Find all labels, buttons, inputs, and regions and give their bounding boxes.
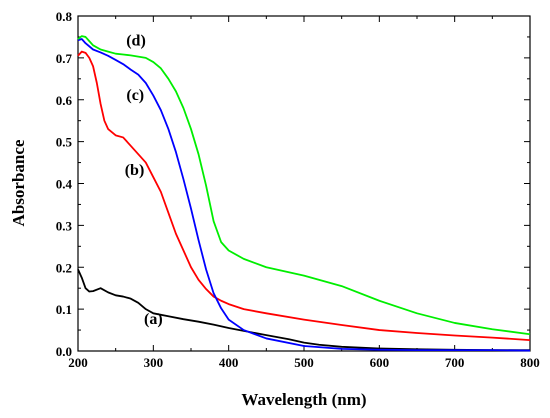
x-tick-label: 500	[294, 355, 314, 370]
x-tick-label: 300	[144, 355, 164, 370]
x-tick-label: 700	[445, 355, 465, 370]
y-tick-label: 0.5	[56, 135, 73, 150]
y-tick-label: 0.4	[56, 177, 73, 192]
x-tick-label: 400	[219, 355, 239, 370]
y-tick-label: 0.2	[56, 260, 72, 275]
series-lines	[77, 35, 531, 352]
y-tick-label: 0.1	[56, 302, 72, 317]
series-line-c	[77, 38, 531, 352]
y-axis-title: Absorbance	[9, 139, 28, 226]
y-tick-label: 0.6	[56, 93, 73, 108]
x-axis-title: Wavelength (nm)	[241, 390, 366, 409]
series-label-a: (a)	[144, 311, 163, 328]
series-label-d: (d)	[126, 32, 146, 49]
plot-frame	[77, 15, 531, 352]
series-line-a	[77, 268, 530, 352]
x-tick-label: 600	[370, 355, 390, 370]
y-axis-ticks: 0.0 0.1 0.2 0.3 0.4 0.5 0.6 0.7 0.8	[56, 9, 530, 359]
series-label-c: (c)	[126, 87, 144, 104]
x-tick-label: 800	[520, 355, 540, 370]
series-line-b	[77, 50, 531, 342]
y-tick-label: 0.8	[56, 9, 73, 24]
y-tick-label: 0.0	[56, 344, 72, 359]
x-axis-ticks: 200 300 400 500 600 700 800	[68, 16, 540, 370]
series-labels: (a) (b) (c) (d)	[125, 32, 163, 327]
y-tick-label: 0.3	[56, 218, 73, 233]
series-label-b: (b)	[125, 162, 145, 179]
x-tick-label: 200	[68, 355, 88, 370]
series-line-d	[77, 35, 531, 336]
y-tick-label: 0.7	[56, 51, 73, 66]
